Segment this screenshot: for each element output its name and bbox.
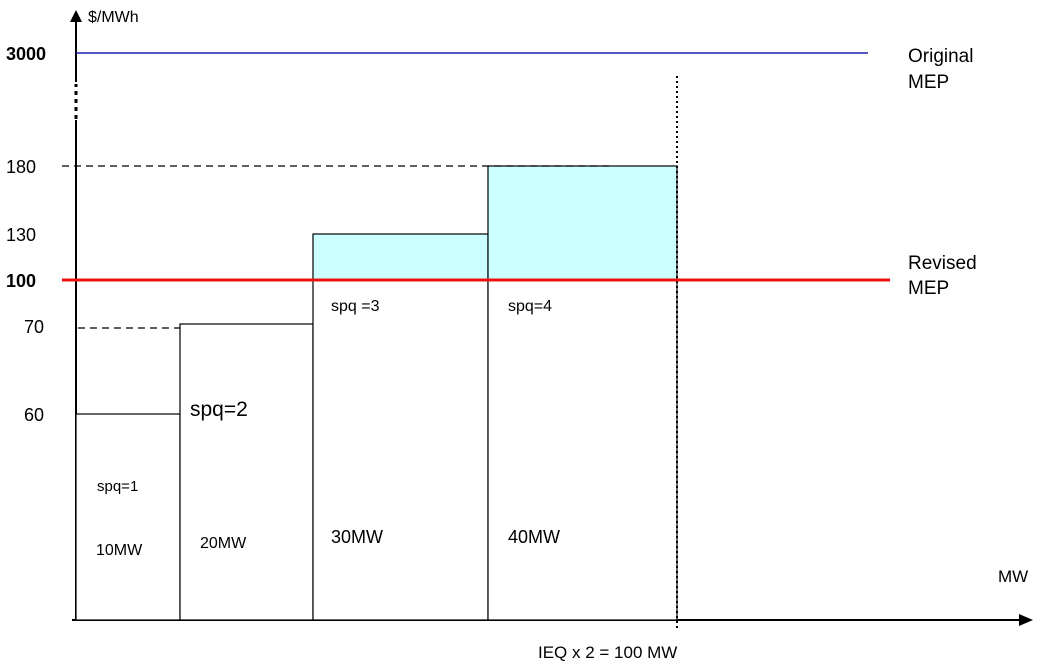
revised-mep-label-1: Revised [908,253,977,274]
y-tick-3000: 3000 [6,44,46,64]
step-1-mw: 10MW [96,542,143,559]
step-3-mw: 30MW [331,527,383,547]
step-4-spq: spq=4 [508,298,552,315]
step-1-box [76,414,180,620]
y-tick-100: 100 [6,271,36,291]
supply-steps [76,166,677,620]
step-3-above-mep [313,234,488,280]
step-3-box [313,280,488,620]
step-2-box [180,324,313,620]
y-axis-arrow-icon [70,10,82,22]
step-4-above-mep [488,166,677,280]
step-4-mw: 40MW [508,527,560,547]
step-3-spq: spq =3 [331,298,380,315]
y-tick-70: 70 [24,317,44,337]
step-4-box [488,280,677,620]
step-1-spq: spq=1 [97,478,138,495]
original-mep-label-1: Original [908,46,973,67]
step-2-spq: spq=2 [190,398,248,421]
x-axis-arrow-icon [1019,614,1033,626]
revised-mep-label-2: MEP [908,278,949,299]
x-axis-unit: MW [998,567,1028,586]
y-tick-60: 60 [24,405,44,425]
step-2-mw: 20MW [200,535,247,552]
y-tick-130: 130 [6,225,36,245]
original-mep-label-2: MEP [908,72,949,93]
ieq-label: IEQ x 2 = 100 MW [538,643,677,662]
y-axis-unit: $/MWh [88,9,139,26]
y-tick-180: 180 [6,157,36,177]
